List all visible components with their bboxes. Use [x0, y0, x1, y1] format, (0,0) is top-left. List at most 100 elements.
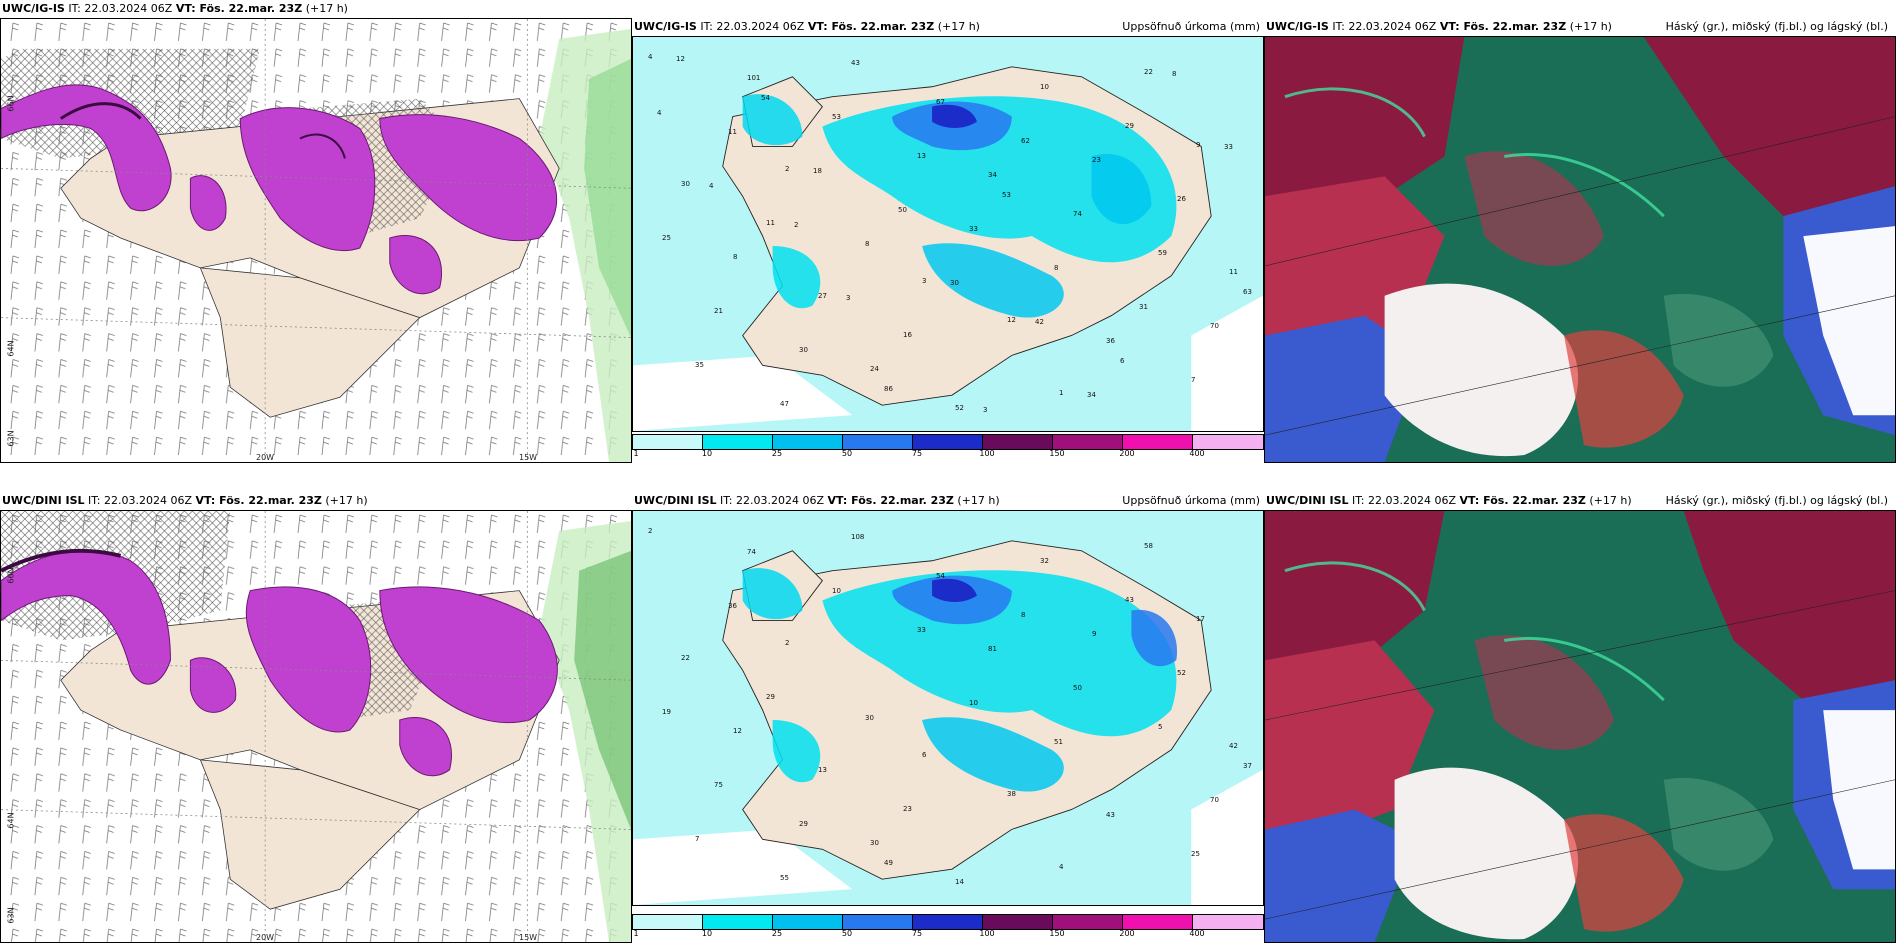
lon-label: 20W — [256, 453, 275, 462]
colorbar-tick: 75 — [911, 929, 923, 938]
precip-value: 30 — [681, 180, 690, 188]
precip-value: 10 — [969, 699, 978, 707]
map-svg-cloud-2 — [1265, 511, 1895, 942]
colorbar-segment — [702, 434, 773, 450]
precip-value: 67 — [936, 98, 945, 106]
precip-value: 10 — [832, 587, 841, 595]
valid-time: VT: Fös. 22.mar. 23Z — [175, 2, 303, 15]
snow-wind-map[interactable]: 20W 15W 66N 64N 63N — [0, 18, 632, 463]
row2-middle-panel: UWC/DINI ISL IT: 22.03.2024 06Z VT: Fös.… — [632, 480, 1264, 943]
lead-time: (+17 h) — [1569, 20, 1612, 33]
precip-value: 74 — [1073, 210, 1082, 218]
precip-value: 4 — [657, 109, 662, 117]
valid-time: VT: Fös. 22.mar. 23Z — [1439, 20, 1567, 33]
precip-value: 12 — [1007, 316, 1016, 324]
row2-left-panel: UWC/DINI ISL IT: 22.03.2024 06Z VT: Fös.… — [0, 480, 632, 943]
precip-value: 43 — [1125, 596, 1134, 604]
precip-value: 62 — [1021, 137, 1030, 145]
lat-label: 63N — [6, 430, 16, 447]
lat-label: 66N — [6, 567, 16, 584]
init-time: IT: 22.03.2024 06Z — [1352, 494, 1457, 507]
precip-value: 32 — [1040, 557, 1049, 565]
map-svg-precip-1 — [633, 37, 1263, 431]
colorbar-tick: 10 — [701, 929, 713, 938]
precip-value: 34 — [1087, 391, 1096, 399]
lon-label: 20W — [256, 933, 275, 942]
precip-value: 22 — [1144, 68, 1153, 76]
colorbar-tick: 75 — [911, 449, 923, 458]
precip-value: 26 — [1177, 195, 1186, 203]
colorbar-segment — [912, 914, 983, 930]
precip-value: 7 — [1191, 376, 1196, 384]
colorbar-tick: 150 — [1049, 929, 1065, 938]
init-time: IT: 22.03.2024 06Z — [68, 2, 173, 15]
precip-value: 21 — [714, 307, 723, 315]
precip-value: 49 — [884, 859, 893, 867]
precip-value: 30 — [870, 839, 879, 847]
row1-right-panel: UWC/IG-IS IT: 22.03.2024 06Z VT: Fös. 22… — [1264, 0, 1900, 463]
panel-title: UWC/DINI ISL IT: 22.03.2024 06Z VT: Fös.… — [1264, 492, 1900, 510]
precip-value-labels: 2 2 6 4 17 12 30 38 58 22 13 14 9 42 29 23 32 52 75 108 81 43… — [632, 510, 1264, 906]
panel-title: UWC/IG-IS IT: 22.03.2024 06Z VT: Fös. 22… — [1264, 18, 1900, 36]
model-name: UWC/IG-IS — [634, 20, 697, 33]
precip-value: 2 — [785, 165, 790, 173]
precip-value: 43 — [1106, 811, 1115, 819]
precip-value: 81 — [988, 645, 997, 653]
precip-map[interactable] — [632, 36, 1264, 432]
colorbar-segment — [1192, 434, 1264, 450]
precip-value: 33 — [917, 626, 926, 634]
precip-value: 31 — [1139, 303, 1148, 311]
precip-value: 8 — [733, 253, 738, 261]
snow-wind-map[interactable]: 20W 15W 66N 64N 63N — [0, 510, 632, 943]
precip-value: 3 — [922, 277, 927, 285]
colorbar-tick: 10 — [701, 449, 713, 458]
precip-value: 29 — [766, 693, 775, 701]
model-name: UWC/IG-IS — [1266, 20, 1329, 33]
precip-value: 101 — [747, 74, 761, 82]
precip-value: 43 — [851, 59, 860, 67]
lat-label: 63N — [6, 907, 16, 924]
precip-value: 11 — [728, 128, 737, 136]
precip-value: 50 — [898, 206, 907, 214]
precip-value: 4 — [648, 53, 653, 61]
colorbar-segment — [772, 914, 843, 930]
colorbar-segment — [632, 914, 703, 930]
precip-colorbar: 1 10 25 50 75 100 150 200 400 — [632, 914, 1264, 938]
colorbar-tick: 100 — [979, 449, 995, 458]
precip-colorbar: 1 10 25 50 75 100 150 200 400 — [632, 434, 1264, 458]
colorbar-tick: 1 — [633, 929, 639, 938]
map-svg-cloud-1 — [1265, 37, 1895, 462]
precip-value: 55 — [780, 874, 789, 882]
panel-title: UWC/DINI ISL IT: 22.03.2024 06Z VT: Fös.… — [632, 492, 1264, 510]
precip-value: 58 — [1144, 542, 1153, 550]
panel-title: UWC/IG-IS IT: 22.03.2024 06Z VT: Fös. 22… — [632, 18, 1264, 36]
cloud-map[interactable] — [1264, 510, 1896, 943]
colorbar-tick: 25 — [771, 449, 783, 458]
precip-value: 53 — [832, 113, 841, 121]
precip-value: 27 — [818, 292, 827, 300]
precip-value: 33 — [1224, 143, 1233, 151]
precip-value: 29 — [1125, 122, 1134, 130]
lat-label: 64N — [6, 340, 16, 357]
colorbar-segment — [1052, 914, 1123, 930]
precip-value: 37 — [1243, 762, 1252, 770]
colorbar-segment — [982, 914, 1053, 930]
precip-value: 34 — [988, 171, 997, 179]
precip-value: 8 — [1021, 611, 1026, 619]
precip-value: 6 — [1120, 357, 1125, 365]
colorbar-segment — [1192, 914, 1264, 930]
valid-time: VT: Fös. 22.mar. 23Z — [195, 494, 322, 507]
colorbar-segment — [632, 434, 703, 450]
precip-map[interactable] — [632, 510, 1264, 906]
cloud-map[interactable] — [1264, 36, 1896, 463]
precip-value: 50 — [1073, 684, 1082, 692]
precip-value: 2 — [785, 639, 790, 647]
precip-value: 7 — [695, 835, 700, 843]
valid-time: VT: Fös. 22.mar. 23Z — [807, 20, 935, 33]
colorbar-tick: 25 — [771, 929, 783, 938]
lat-label: 66N — [6, 95, 16, 112]
precip-value: 3 — [983, 406, 988, 414]
model-name: UWC/DINI ISL — [1266, 494, 1349, 507]
precip-value: 74 — [747, 548, 756, 556]
colorbar-tick: 100 — [979, 929, 995, 938]
